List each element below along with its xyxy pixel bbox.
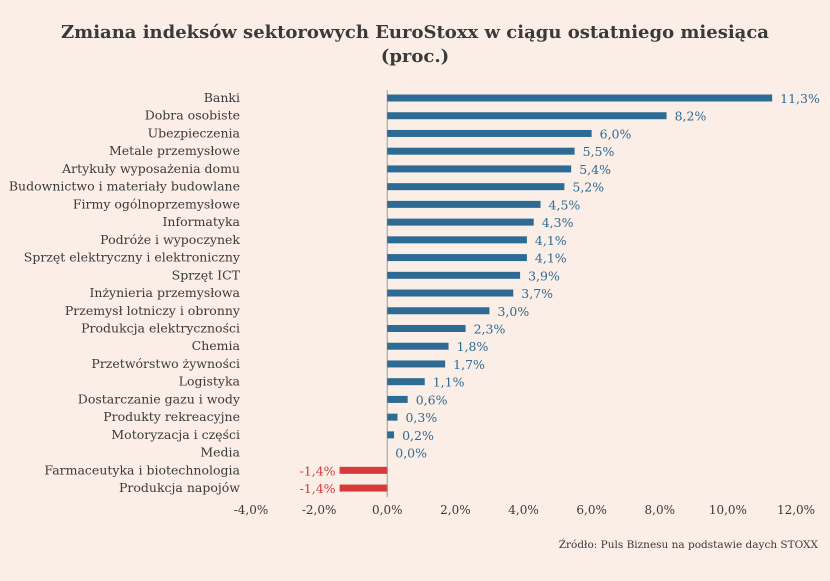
bar [387,254,527,262]
data-label: 3,9% [528,268,560,283]
bar [387,183,565,191]
bar [339,484,388,492]
data-label: 5,2% [572,180,604,195]
bar [387,413,398,421]
category-label: Ubezpieczenia [148,125,241,140]
x-tick-label: 10,0% [709,503,747,517]
x-tick-label: 6,0% [576,503,607,517]
category-label: Sprzęt ICT [172,267,241,282]
bar [387,112,667,120]
data-label: -1,4% [300,481,336,496]
category-label: Farmaceutyka i biotechnologia [44,462,240,477]
data-label: 5,5% [583,144,615,159]
bar [387,360,446,368]
data-label: 1,7% [453,357,485,372]
data-label: 4,1% [535,233,567,248]
data-label: 4,3% [542,215,574,230]
data-label: -1,4% [300,463,336,478]
bar [387,289,514,297]
source-note: Źródło: Puls Biznesu na podstawie daych … [558,539,818,551]
bar [387,431,395,439]
category-label: Podróże i wypoczynek [100,232,240,247]
category-label: Produkty rekreacyjne [103,409,240,424]
x-tick-label: -4,0% [234,503,269,517]
category-label: Banki [204,90,240,105]
category-label: Produkcja elektryczności [81,320,240,335]
bar [387,342,449,350]
bar [339,466,388,474]
data-label: 0,6% [416,392,448,407]
category-label: Przetwórstwo żywności [91,356,240,371]
category-label: Informatyka [162,214,240,229]
x-tick-label: 0,0% [372,503,403,517]
category-label: Artykuły wyposażenia domu [61,161,240,176]
data-label: 2,3% [474,321,506,336]
category-label: Budownictwo i materiały budowlane [9,179,240,194]
x-tick-label: 2,0% [440,503,471,517]
category-label: Motoryzacja i części [111,427,240,442]
bar [387,378,425,386]
category-label: Chemia [192,338,241,353]
x-tick-label: -2,0% [302,503,337,517]
data-label: 4,5% [549,197,581,212]
category-label: Dostarczanie gazu i wody [78,391,241,406]
data-label: 8,2% [675,109,707,124]
bar [387,307,490,315]
chart-subtitle: (proc.) [380,46,450,67]
data-label: 1,8% [457,339,489,354]
chart-title: Zmiana indeksów sektorowych EuroStoxx w … [0,21,830,69]
bar [387,218,534,226]
category-label: Przemysł lotniczy i obronny [65,303,241,318]
data-label: 11,3% [780,91,820,106]
data-label: 5,4% [579,162,611,177]
category-label: Inżynieria przemysłowa [89,285,240,300]
category-label: Produkcja napojów [119,480,240,495]
data-label: 4,1% [535,251,567,266]
data-label: 0,3% [405,410,437,425]
category-label: Firmy ogólnoprzemysłowe [73,196,240,211]
data-label: 6,0% [600,126,632,141]
bar [387,147,575,155]
category-label: Logistyka [179,374,241,389]
data-label: 1,1% [433,375,465,390]
category-label: Sprzęt elektryczny i elektroniczny [24,250,241,265]
category-label: Metale przemysłowe [109,143,240,158]
bar [387,165,572,173]
x-tick-label: 12,0% [777,503,815,517]
category-label: Media [200,445,240,460]
chart-title-main: Zmiana indeksów sektorowych EuroStoxx w … [61,22,769,43]
bar [387,129,592,137]
bar [387,395,408,403]
bar [387,271,521,279]
x-tick-label: 8,0% [645,503,676,517]
bar [387,324,466,332]
category-label: Dobra osobiste [145,108,240,123]
data-label: 3,7% [521,286,553,301]
data-label: 0,2% [402,428,434,443]
x-tick-label: 4,0% [508,503,539,517]
bar [387,236,527,244]
data-label: 3,0% [497,304,529,319]
bar [387,94,773,102]
bar [387,200,541,208]
data-label: 0,0% [395,446,427,461]
